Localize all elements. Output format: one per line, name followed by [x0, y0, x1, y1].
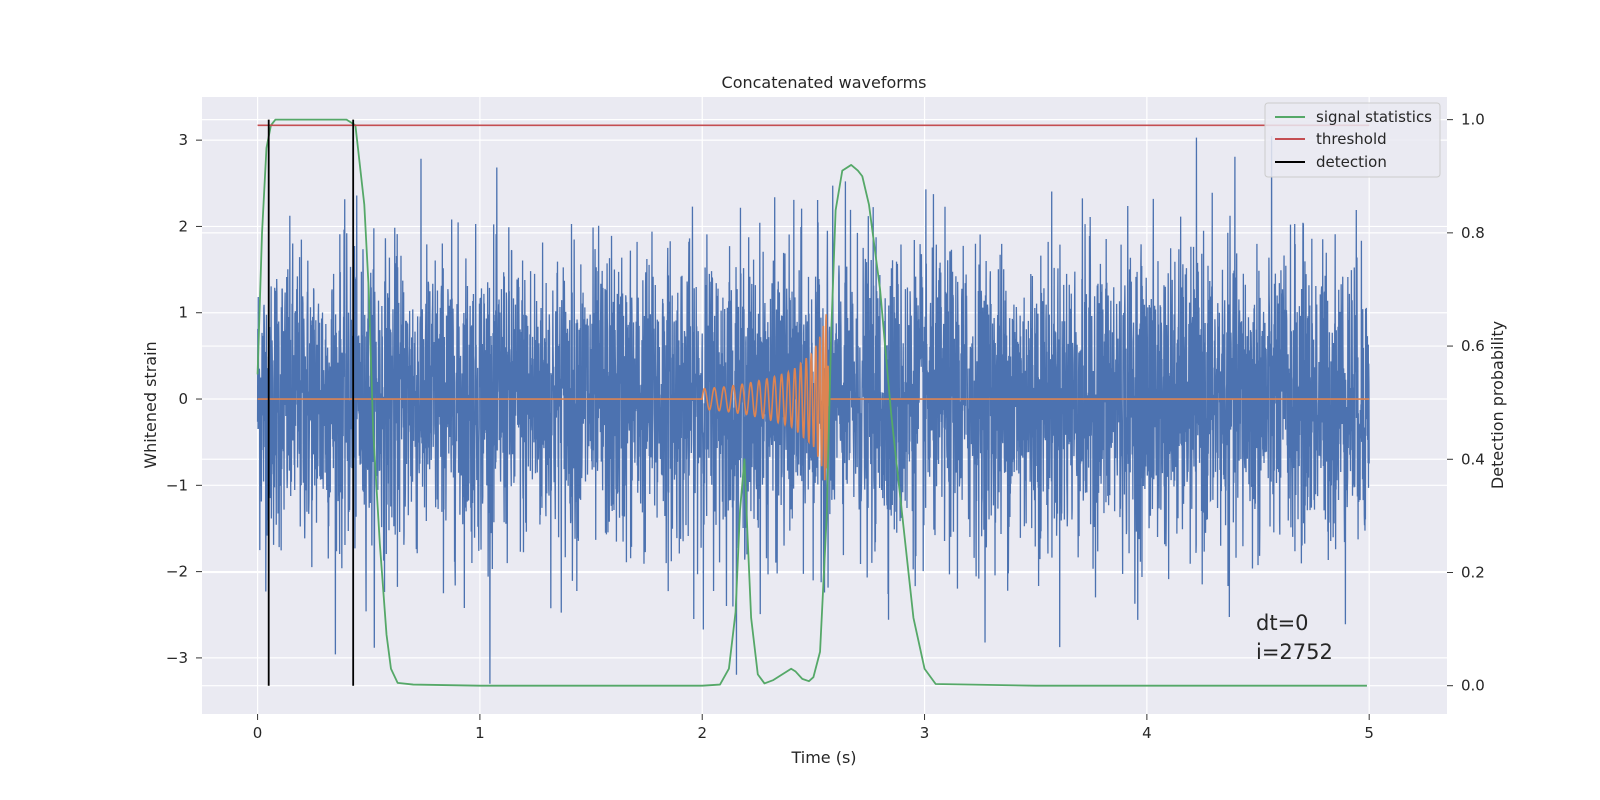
legend-label-signal-statistics: signal statistics [1316, 108, 1432, 126]
y-axis-label-right: Detection probability [1488, 321, 1507, 489]
y-axis-ticks-left: −3 −2 −1 0 1 2 3 [166, 131, 202, 667]
series-strain-noise [256, 136, 1370, 684]
strain-noise-line [256, 136, 1370, 684]
annotation-dt: dt=0 [1256, 611, 1309, 635]
signal-statistics-line [256, 118, 1367, 687]
y-tick-label: 1 [178, 304, 188, 322]
chart-title: Concatenated waveforms [722, 73, 927, 92]
legend-box [1264, 102, 1441, 178]
series-detection [267, 119, 355, 686]
y-tick-label: 2 [178, 217, 188, 235]
y-tick-label: 0 [178, 390, 188, 408]
legend: signal statistics threshold detection [1264, 102, 1441, 178]
y-axis-ticks-right: 0.0 0.2 0.4 0.6 0.8 1.0 [1447, 111, 1485, 695]
legend-label-detection: detection [1316, 153, 1387, 171]
x-tick-label: 5 [1364, 724, 1374, 742]
y-axis-label-left: Whitened strain [141, 341, 160, 468]
y-right-tick-label: 1.0 [1461, 111, 1485, 129]
annotation-index: i=2752 [1256, 640, 1333, 664]
y-tick-label: −2 [166, 563, 188, 581]
x-axis-label: Time (s) [790, 748, 856, 767]
y-right-tick-label: 0.4 [1461, 450, 1485, 468]
y-tick-label: −3 [166, 649, 188, 667]
x-tick-label: 0 [253, 724, 263, 742]
x-tick-label: 1 [475, 724, 485, 742]
series-signal-statistics [256, 118, 1367, 687]
series-injected-chirp [257, 314, 1370, 481]
injected-chirp-line [257, 314, 1370, 481]
y-right-tick-label: 0.0 [1461, 677, 1485, 695]
legend-label-threshold: threshold [1316, 130, 1387, 148]
x-axis-ticks: 0 1 2 3 4 5 [253, 714, 1374, 742]
y-right-tick-label: 0.8 [1461, 224, 1485, 242]
x-tick-label: 2 [697, 724, 707, 742]
y-right-tick-label: 0.2 [1461, 563, 1485, 581]
x-tick-label: 3 [920, 724, 930, 742]
y-right-tick-label: 0.6 [1461, 337, 1485, 355]
y-tick-label: −1 [166, 476, 188, 494]
y-tick-label: 3 [178, 131, 188, 149]
x-tick-label: 4 [1142, 724, 1152, 742]
